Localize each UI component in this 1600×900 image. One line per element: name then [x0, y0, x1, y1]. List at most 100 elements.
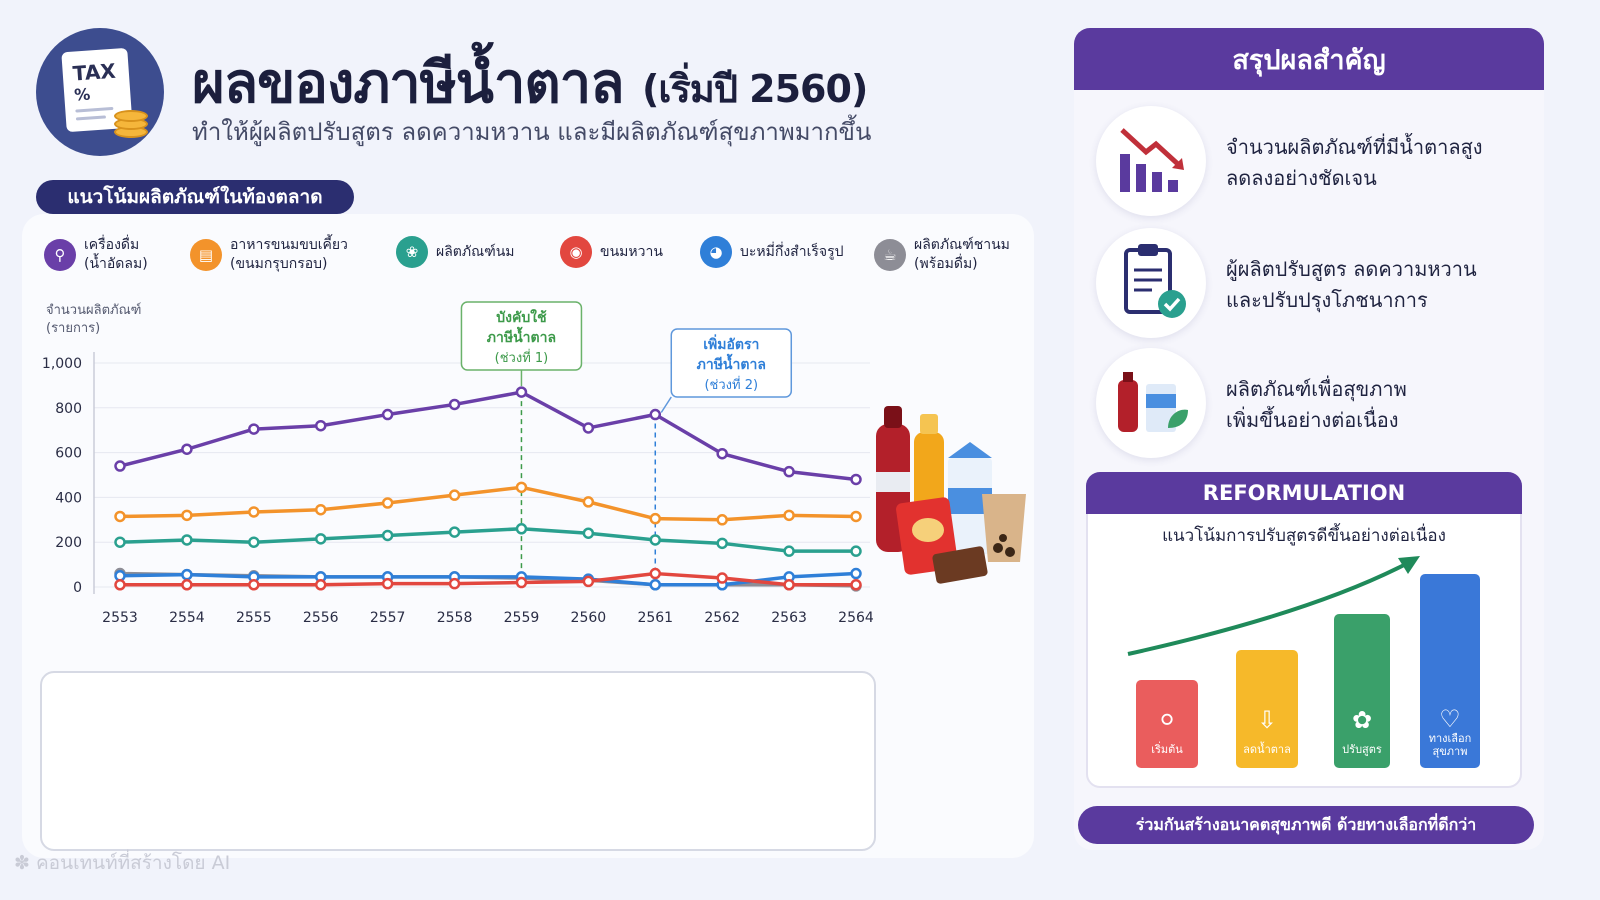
- annotation-text: (ช่วงที่ 1): [495, 349, 549, 366]
- data-point: [248, 536, 260, 548]
- spoon-icon: ⚪: [1156, 706, 1178, 734]
- watermark-text: คอนเทนท์ที่สร้างโดย AI: [35, 852, 231, 874]
- data-point: [314, 419, 327, 432]
- line-chart: จำนวนผลิตภัณฑ์ (รายการ) 0 200 400 600 800 1,000…: [42, 301, 874, 626]
- tea-icon: ☕: [874, 239, 906, 271]
- data-point: [783, 545, 795, 557]
- data-point: [248, 423, 260, 435]
- summary-heading: สรุปผลสำคัญ: [1074, 28, 1544, 90]
- data-point: [850, 473, 862, 486]
- series-line: [119, 485, 857, 522]
- reformulation-bar-healthy: ♡ ทางเลือก สุขภาพ: [1420, 574, 1480, 768]
- data-point: [582, 496, 595, 508]
- legend-item-milktea: ☕ ผลิตภัณฑ์ชานม (พร้อมดื่ม): [874, 236, 1010, 274]
- data-point: [314, 503, 327, 516]
- data-point: [582, 575, 595, 588]
- data-point: [448, 398, 461, 411]
- reformulation-bar-label: ปรับสูตร: [1342, 743, 1382, 756]
- data-point: [114, 460, 126, 472]
- data-point: [181, 534, 193, 546]
- y-tick-label: 200: [55, 535, 82, 551]
- footer-slogan: ร่วมกันสร้างอนาคตสุขภาพดี ด้วยทางเลือกที…: [1078, 806, 1534, 844]
- legend-label: บะหมี่กึ่งสำเร็จรูป: [740, 243, 844, 260]
- data-point: [649, 534, 662, 546]
- data-point: [649, 512, 662, 525]
- series-line: [120, 571, 856, 587]
- x-tick-label: 2554: [169, 610, 205, 626]
- empty-content-box: [40, 671, 876, 851]
- y-tick-label: 800: [55, 401, 82, 417]
- x-tick-label: 2561: [637, 610, 673, 626]
- x-tick-label: 2555: [236, 610, 272, 626]
- data-point: [783, 509, 795, 522]
- x-tick-label: 2563: [771, 610, 807, 626]
- snack-icon: ▤: [190, 239, 222, 271]
- series-line: [119, 390, 857, 482]
- y-tick-label: 600: [55, 446, 82, 462]
- data-point: [381, 408, 394, 421]
- reformulation-heading: REFORMULATION: [1086, 472, 1522, 514]
- legend-item-soda: ⚲ เครื่องดื่ม (น้ำอัดลม): [44, 236, 148, 274]
- data-point: [181, 579, 193, 591]
- reformulation-bar-label: ลดน้ำตาล: [1243, 743, 1291, 756]
- x-tick-label: 2559: [504, 610, 540, 626]
- ai-watermark: ✽ คอนเทนท์ที่สร้างโดย AI: [14, 852, 231, 874]
- data-point: [850, 545, 862, 557]
- leaf-icon: ✿: [1351, 706, 1373, 734]
- data-point: [515, 386, 528, 398]
- cake-icon: ◉: [560, 236, 592, 268]
- bowl-icon: ◕: [700, 236, 732, 268]
- y-axis-label: จำนวนผลิตภัณฑ์: [46, 302, 141, 318]
- data-point: [515, 576, 528, 589]
- data-point: [114, 570, 126, 582]
- data-point: [649, 408, 662, 421]
- data-point: [716, 572, 728, 584]
- title-main: ผลของภาษีน้ำตาล: [192, 51, 625, 116]
- reformulation-bar-reduce: ⇩ ลดน้ำตาล: [1236, 650, 1298, 768]
- tax-badge-icon: TAX %: [36, 28, 164, 156]
- data-point: [381, 577, 394, 590]
- annotation-text: ภาษีน้ำตาล: [697, 353, 766, 373]
- soft-drinks-illustration-icon: [876, 406, 1026, 584]
- data-point: [381, 529, 394, 542]
- legend-item-noodle: ◕ บะหมี่กึ่งสำเร็จรูป: [700, 236, 844, 268]
- annotation-text: เพิ่มอัตรา: [703, 334, 759, 353]
- x-tick-label: 2560: [571, 610, 607, 626]
- legend-label: เครื่องดื่ม (น้ำอัดลม): [84, 237, 148, 272]
- reformulation-bar-start: ⚪ เริ่มต้น: [1136, 680, 1198, 768]
- reformulation-bar-label: เริ่มต้น: [1151, 743, 1183, 756]
- data-point: [783, 465, 795, 478]
- clipboard-check-icon: [1096, 228, 1206, 338]
- data-point: [850, 510, 862, 523]
- upward-trend-arrow-icon: [1127, 556, 1420, 656]
- legend-label: ขนมหวาน: [600, 243, 663, 260]
- data-point: [716, 447, 728, 460]
- data-point: [114, 579, 126, 591]
- legend-item-milk: ❀ ผลิตภัณฑ์นม: [396, 236, 515, 268]
- x-tick-label: 2553: [102, 610, 138, 626]
- legend-item-snack: ▤ อาหารขนมขบเคี้ยว (ขนมกรุบกรอบ): [190, 236, 348, 274]
- x-tick-label: 2562: [704, 610, 740, 626]
- data-point: [716, 514, 728, 526]
- legend-label: ผลิตภัณฑ์นม: [436, 243, 515, 260]
- data-point: [515, 481, 528, 494]
- x-tick-label: 2557: [370, 610, 406, 626]
- page-subtitle: ทำให้ผู้ผลิตปรับสูตร ลดความหวาน และมีผลิ…: [192, 118, 872, 146]
- data-point: [649, 579, 662, 591]
- data-point: [181, 443, 193, 455]
- y-axis-label: (รายการ): [46, 321, 100, 336]
- annotation-connector: [660, 396, 672, 413]
- annotation-box: [670, 328, 793, 398]
- data-point: [248, 506, 260, 518]
- data-point: [649, 567, 662, 580]
- reformulation-bar-label: ทางเลือก สุขภาพ: [1428, 732, 1472, 758]
- y-tick-label: 400: [55, 490, 82, 506]
- annotation-text: ภาษีน้ำตาล: [487, 326, 556, 346]
- annotation-text: บังคับใช้: [496, 308, 547, 326]
- x-tick-label: 2556: [303, 610, 339, 626]
- data-point: [783, 579, 795, 591]
- data-point: [381, 497, 394, 509]
- summary-item-text: ผู้ผลิตปรับสูตร ลดความหวาน และปรับปรุงโภ…: [1226, 257, 1477, 312]
- y-tick-label: 0: [73, 580, 82, 596]
- data-point: [448, 489, 461, 501]
